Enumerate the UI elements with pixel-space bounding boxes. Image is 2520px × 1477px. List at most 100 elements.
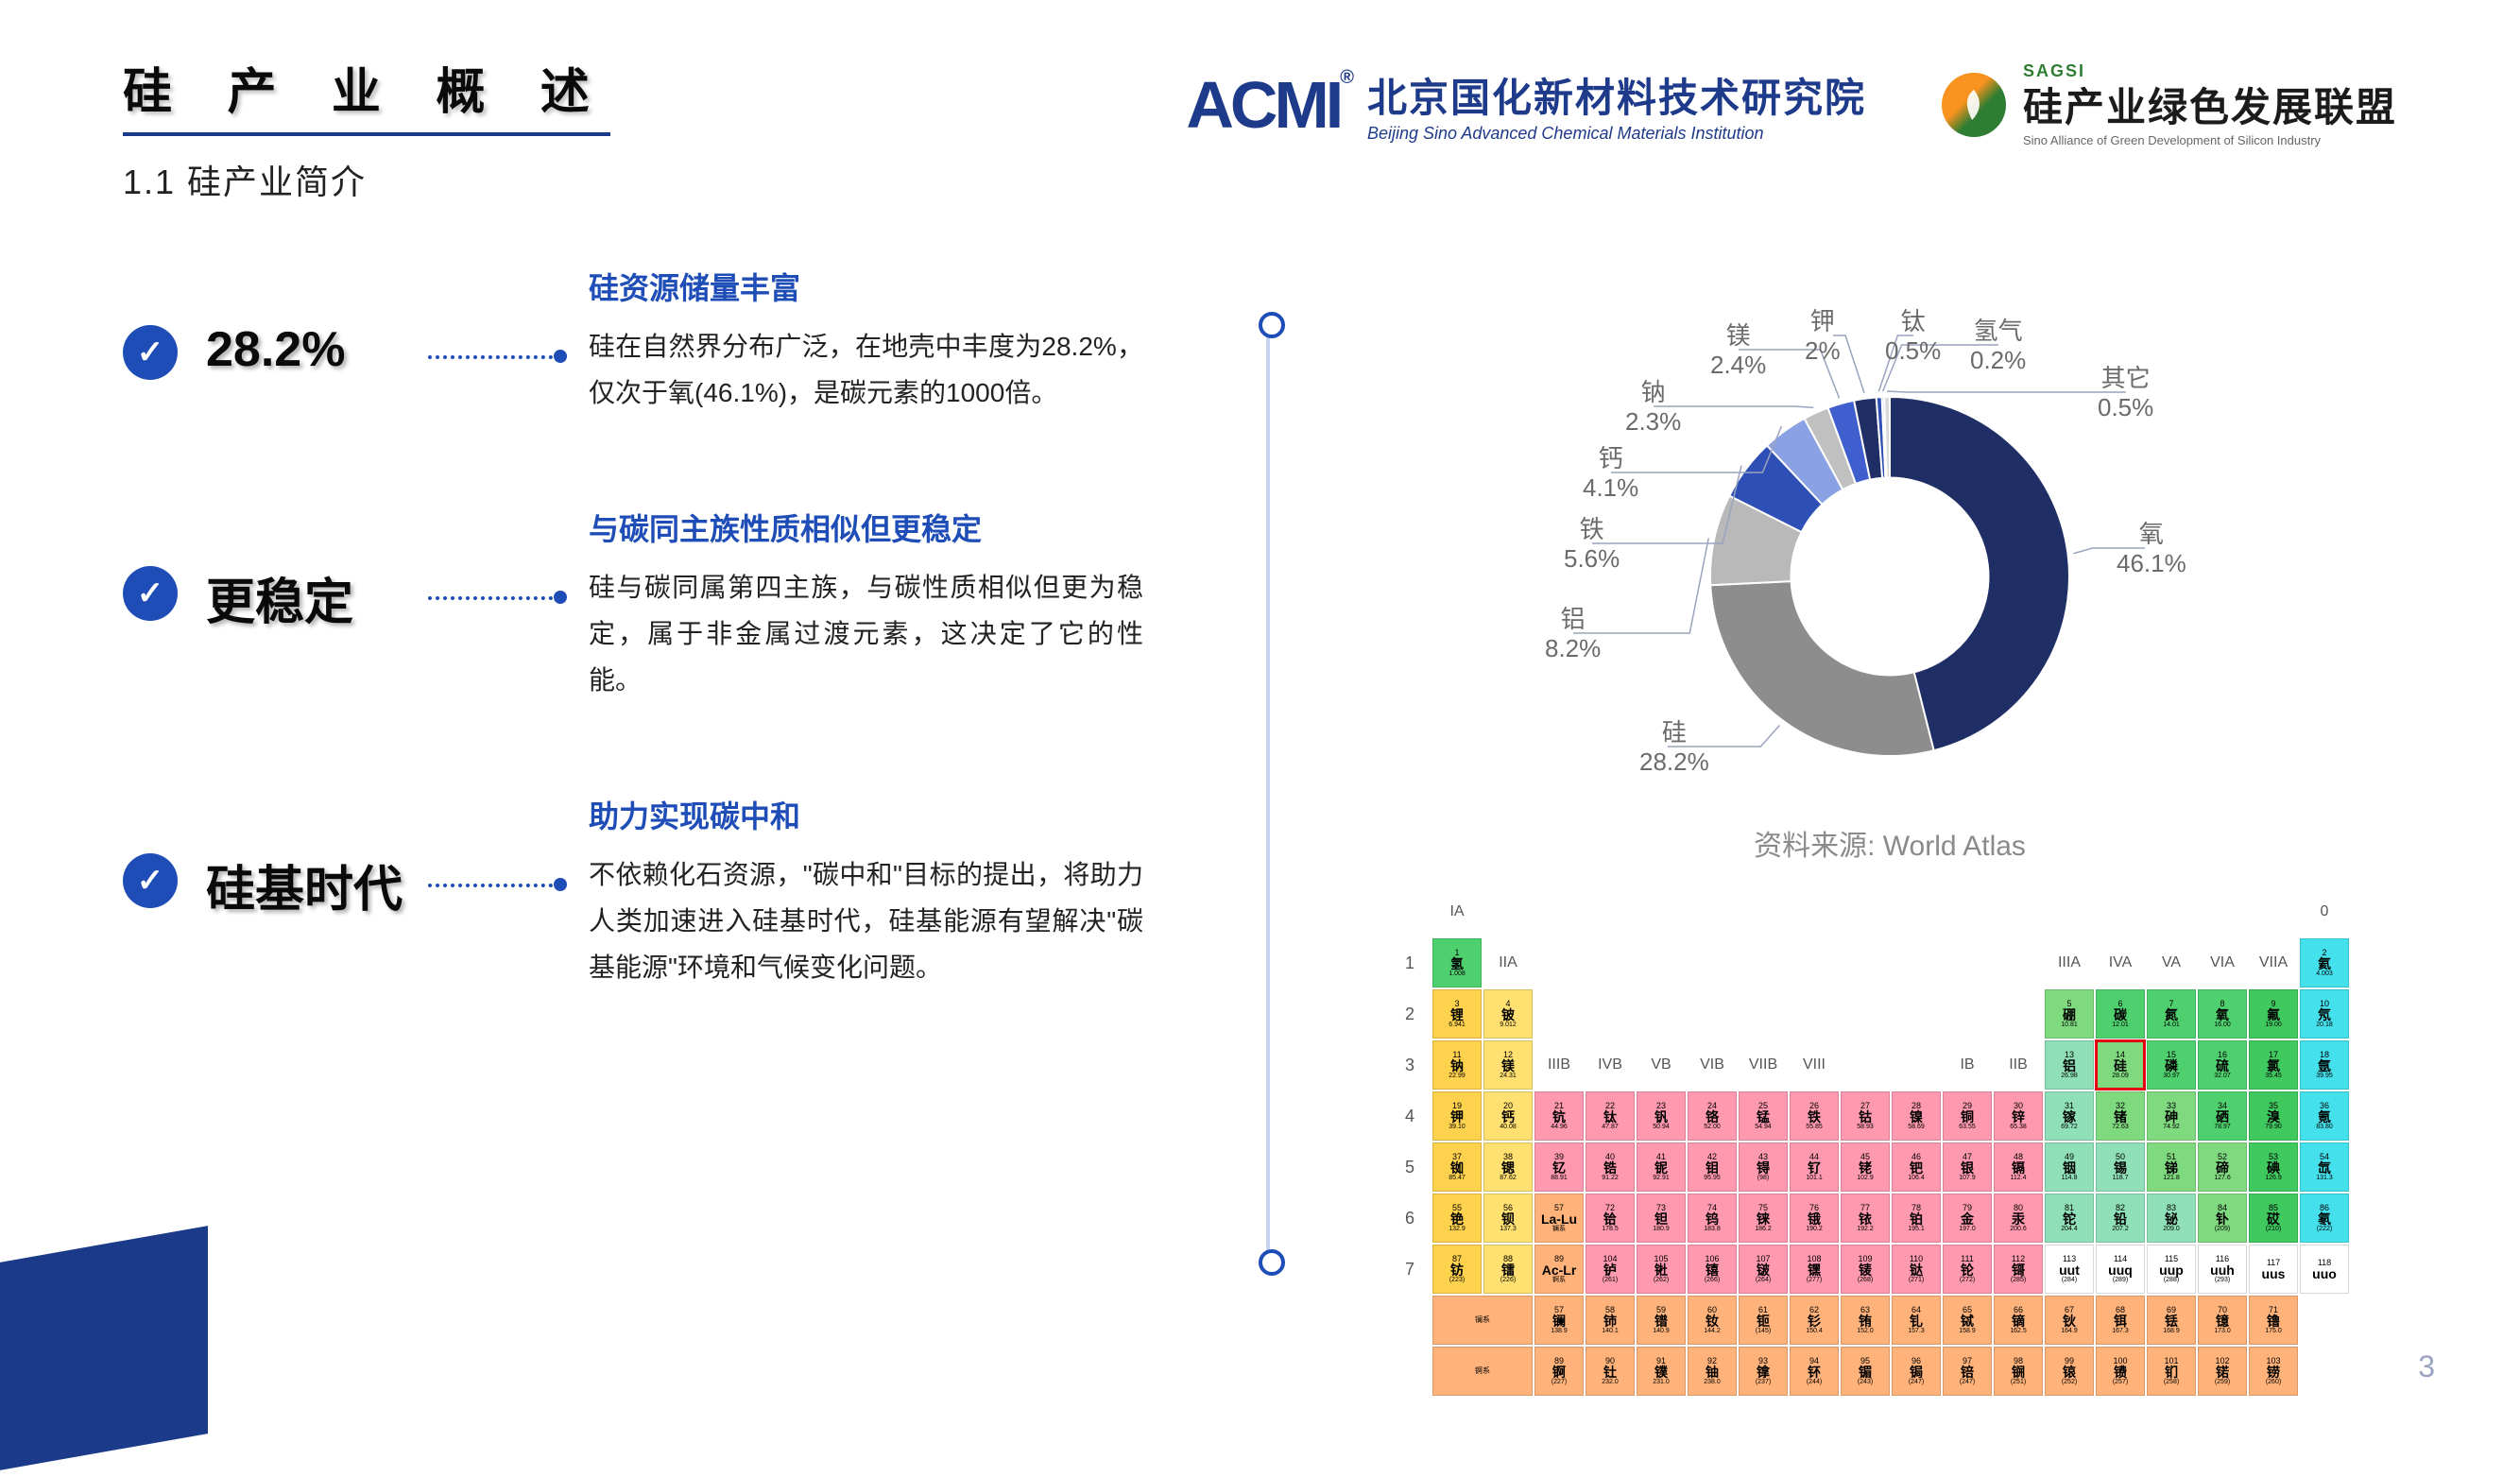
element-cell: 78铂195.1 (1892, 1194, 1941, 1243)
element-cell: 106𬭳(266) (1688, 1245, 1737, 1294)
element-cell: 99锿(252) (2045, 1347, 2094, 1396)
element-cell: 81铊204.4 (2045, 1194, 2094, 1243)
element-cell: 12镁24.31 (1483, 1040, 1533, 1090)
element-cell: 100镄(257) (2096, 1347, 2145, 1396)
element-cell: 42钼95.95 (1688, 1142, 1737, 1192)
group-header: VIIB (1739, 1040, 1788, 1090)
bullet-desc: 硅与碳同属第四主族，与碳性质相似但更为稳定，属于非金属过渡元素，这决定了它的性能… (589, 564, 1143, 703)
row-number: 7 (1389, 1245, 1431, 1294)
page-number: 3 (2418, 1349, 2435, 1384)
element-cell: 54氙131.3 (2300, 1142, 2349, 1192)
element-cell: 锕系 (1432, 1347, 1533, 1396)
element-cell: 25锰54.94 (1739, 1091, 1788, 1141)
element-cell: 38锶87.62 (1483, 1142, 1533, 1192)
element-cell: 61钷(145) (1739, 1296, 1788, 1345)
vertical-timeline (1266, 321, 1270, 1266)
element-cell: 9氟19.00 (2249, 989, 2298, 1039)
element-cell: 79金197.0 (1943, 1194, 1992, 1243)
donut-label: 钠2.3% (1625, 378, 1681, 437)
group-header: VIA (2198, 938, 2247, 988)
title-block: 硅 产 业 概 述 1.1 硅产业简介 (123, 52, 610, 204)
row-number: 1 (1389, 938, 1431, 988)
corner-decoration (0, 1226, 208, 1477)
element-cell: 48镉112.4 (1994, 1142, 2043, 1192)
element-cell: 26铁55.85 (1790, 1091, 1839, 1141)
element-cell: 57La-Lu镧系 (1534, 1194, 1584, 1243)
logo-bar: ACMI® 北京国化新材料技术研究院 Beijing Sino Advanced… (1186, 52, 2397, 147)
element-cell: 45铑102.9 (1841, 1142, 1890, 1192)
acmi-mark: ACMI® (1186, 67, 1350, 143)
element-cell: 82铅207.2 (2096, 1194, 2145, 1243)
element-cell: 5硼10.81 (2045, 989, 2094, 1039)
element-cell: 92铀238.0 (1688, 1347, 1737, 1396)
element-cell: 镧系 (1432, 1296, 1533, 1345)
element-cell: 77铱192.2 (1841, 1194, 1890, 1243)
row-number: 3 (1389, 1040, 1431, 1090)
element-cell: 76锇190.2 (1790, 1194, 1839, 1243)
element-cell: 94钚(244) (1790, 1347, 1839, 1396)
row-number: 2 (1389, 989, 1431, 1039)
page-title: 硅 产 业 概 述 (123, 52, 610, 136)
element-cell: 23钒50.94 (1637, 1091, 1686, 1141)
bullet-key: 28.2% (206, 321, 400, 378)
bullet-key: 更稳定 (206, 562, 400, 633)
donut-label: 氢气0.2% (1970, 317, 2026, 375)
row-number: 4 (1389, 1091, 1431, 1141)
element-cell: 110𫟼(271) (1892, 1245, 1941, 1294)
donut-label: 镁2.4% (1710, 321, 1766, 380)
element-cell: 6碳12.01 (2096, 989, 2145, 1039)
element-cell: 20钙40.08 (1483, 1091, 1533, 1141)
element-cell: 46钯106.4 (1892, 1142, 1941, 1192)
element-cell: 28镍58.69 (1892, 1091, 1941, 1141)
element-cell: 56钡137.3 (1483, 1194, 1533, 1243)
group-header: IIIA (2045, 938, 2094, 988)
element-cell: 107𬭛(264) (1739, 1245, 1788, 1294)
bullet-body: 与碳同主族性质相似但更稳定 硅与碳同属第四主族，与碳性质相似但更为稳定，属于非金… (589, 506, 1143, 703)
bullet-row: ✓ 更稳定 与碳同主族性质相似但更稳定 硅与碳同属第四主族，与碳性质相似但更为稳… (123, 562, 1143, 760)
element-cell: 57镧138.9 (1534, 1296, 1584, 1345)
element-cell: 89锕(227) (1534, 1347, 1584, 1396)
element-cell: 89Ac-Lr锕系 (1534, 1245, 1584, 1294)
header: 硅 产 业 概 述 1.1 硅产业简介 ACMI® 北京国化新材料技术研究院 B… (123, 52, 2397, 204)
element-cell: 63铕152.0 (1841, 1296, 1890, 1345)
periodic-table: IA0IIAIIIAIVAVAVIAVIIAIIIBIVBVBVIBVIIBVI… (1389, 887, 2391, 1396)
element-cell: 66镝162.5 (1994, 1296, 2043, 1345)
element-cell: 111𬬭(272) (1943, 1245, 1992, 1294)
group-header: VIB (1688, 1040, 1737, 1090)
element-cell: 109鿏(268) (1841, 1245, 1890, 1294)
right-panel: 氧46.1%硅28.2%铝8.2%铁5.6%钙4.1%钠2.3%镁2.4%钾2%… (1389, 283, 2391, 1396)
element-cell: 52碲127.6 (2198, 1142, 2247, 1192)
connector-dots (428, 355, 560, 359)
element-cell: 44钌101.1 (1790, 1142, 1839, 1192)
bullet-desc: 硅在自然界分布广泛，在地壳中丰度为28.2%，仅次于氧(46.1%)，是碳元素的… (589, 323, 1143, 416)
bullet-row: ✓ 28.2% 硅资源储量丰富 硅在自然界分布广泛，在地壳中丰度为28.2%，仅… (123, 321, 1143, 472)
group-header: VIIA (2249, 938, 2298, 988)
element-cell: 17氯35.45 (2249, 1040, 2298, 1090)
element-cell: 21钪44.96 (1534, 1091, 1584, 1141)
element-cell: 67钬164.9 (2045, 1296, 2094, 1345)
element-cell: 85砹(210) (2249, 1194, 2298, 1243)
donut-slice (1710, 581, 1933, 756)
bullet-heading: 与碳同主族性质相似但更稳定 (589, 506, 1143, 549)
element-cell: 18氩39.95 (2300, 1040, 2349, 1090)
element-cell: 71镥175.0 (2249, 1296, 2298, 1345)
donut-label: 氧46.1% (2117, 520, 2186, 578)
element-cell: 32锗72.63 (2096, 1091, 2145, 1141)
element-cell: 40锆91.22 (1586, 1142, 1635, 1192)
element-cell: 115uup(288) (2147, 1245, 2196, 1294)
leader-line (1887, 391, 2126, 392)
element-cell: 80汞200.6 (1994, 1194, 2043, 1243)
check-icon: ✓ (123, 325, 178, 380)
connector-dots (428, 884, 560, 887)
element-cell: 4铍9.012 (1483, 989, 1533, 1039)
element-cell: 75铼186.2 (1739, 1194, 1788, 1243)
check-icon: ✓ (123, 853, 178, 908)
element-cell: 36氪83.80 (2300, 1091, 2349, 1141)
element-cell: 113uut(284) (2045, 1245, 2094, 1294)
element-cell: 53碘126.9 (2249, 1142, 2298, 1192)
element-cell: 116uuh(293) (2198, 1245, 2247, 1294)
element-cell: 70镱173.0 (2198, 1296, 2247, 1345)
element-cell: 62钐150.4 (1790, 1296, 1839, 1345)
row-number: 6 (1389, 1194, 1431, 1243)
sagsi-text: SAGSI 硅产业绿色发展联盟 Sino Alliance of Green D… (2023, 61, 2397, 147)
